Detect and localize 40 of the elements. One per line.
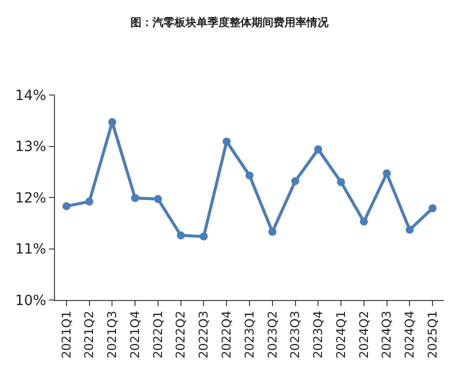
x-tick-label: 2022Q4 (220, 310, 234, 358)
point (360, 218, 368, 226)
point (176, 231, 185, 240)
x-tick-label: 2023Q4 (311, 310, 326, 358)
point (268, 228, 276, 236)
y-tick-label: 12% (15, 190, 46, 206)
x-tick-label: 2021Q3 (105, 310, 120, 358)
x-tick-label: 2021Q4 (128, 310, 142, 358)
y-tick-label: 11% (15, 242, 46, 258)
point (337, 178, 346, 186)
x-tick-label: 2025Q1 (425, 310, 440, 358)
point (314, 145, 322, 154)
point (131, 194, 140, 202)
y-tick-label: 13% (15, 139, 46, 156)
point (62, 202, 70, 210)
point (406, 226, 414, 234)
x-tick-label: 2023Q3 (288, 310, 302, 358)
point (85, 198, 94, 206)
x-tick-label: 2024Q2 (356, 310, 371, 358)
x-tick-label: 2023Q2 (265, 310, 280, 358)
point (246, 171, 254, 180)
x-tick-label: 2023Q1 (242, 310, 256, 358)
point (382, 169, 391, 178)
x-tick-label: 2022Q3 (196, 310, 211, 358)
point (222, 138, 231, 146)
x-tick-label: 2021Q2 (82, 310, 96, 358)
x-tick-label: 2024Q4 (402, 310, 417, 358)
point (200, 232, 208, 240)
x-tick-label: 2021Q1 (59, 310, 74, 358)
point (154, 195, 162, 204)
x-tick-label: 2024Q3 (380, 310, 394, 358)
y-tick-label: 10% (15, 292, 46, 309)
point (108, 118, 116, 126)
point (428, 204, 437, 212)
chart-title: 图：汽零板块单季度整体期间费用率情况 (130, 16, 330, 30)
x-tick-label: 2022Q1 (150, 310, 165, 358)
x-tick-label: 2024Q1 (334, 310, 348, 358)
x-tick-label: 2022Q2 (174, 310, 188, 358)
point (291, 177, 300, 186)
y-tick-label: 14% (15, 88, 46, 104)
